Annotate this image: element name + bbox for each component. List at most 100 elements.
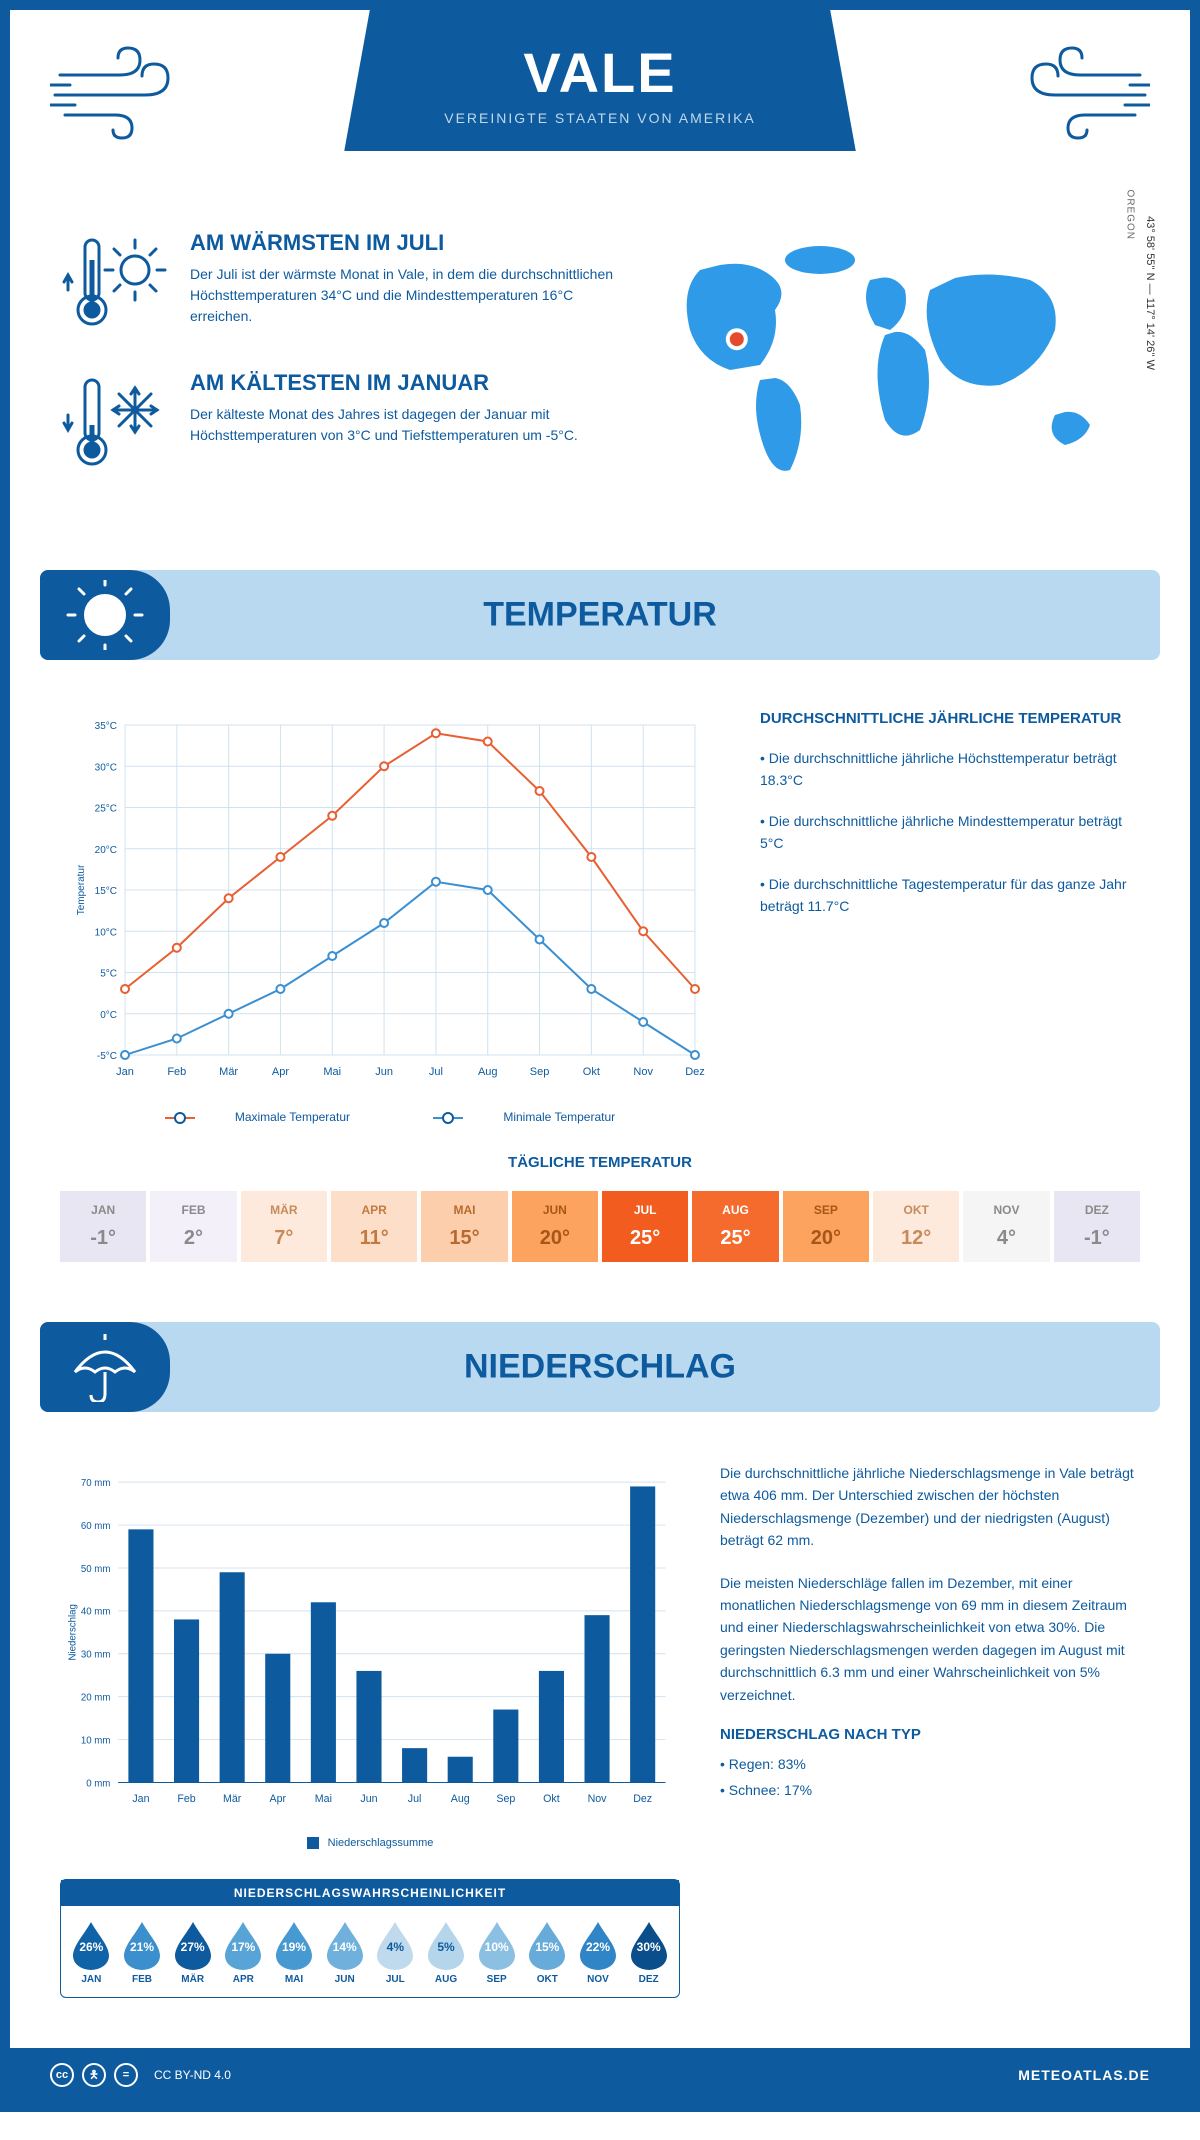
wind-icon-right	[1010, 40, 1150, 140]
precipitation-chart: 0 mm10 mm20 mm30 mm40 mm50 mm60 mm70 mmN…	[60, 1462, 680, 1822]
svg-text:Jul: Jul	[408, 1793, 422, 1805]
svg-text:Feb: Feb	[177, 1793, 195, 1805]
daily-cell: APR11°	[331, 1191, 417, 1262]
svg-text:60 mm: 60 mm	[81, 1521, 111, 1532]
probability-cell: 5%AUG	[422, 1918, 471, 1985]
svg-text:20°C: 20°C	[95, 845, 117, 856]
precip-type-b2: • Schnee: 17%	[720, 1779, 1140, 1801]
svg-text:Feb: Feb	[167, 1066, 186, 1078]
precip-type-b1: • Regen: 83%	[720, 1753, 1140, 1775]
svg-text:Nov: Nov	[588, 1793, 608, 1805]
svg-text:Temperatur: Temperatur	[76, 864, 87, 915]
coords-label: 43° 58' 55'' N — 117° 14' 26'' W	[1144, 216, 1156, 370]
thermometer-cold-icon	[60, 370, 170, 480]
probability-cell: 21%FEB	[118, 1918, 167, 1985]
legend-swatch	[307, 1837, 319, 1849]
svg-text:Nov: Nov	[633, 1066, 653, 1078]
cold-heading: AM KÄLTESTEN IM JANUAR	[190, 370, 630, 396]
precip-legend: Niederschlagssumme	[60, 1837, 680, 1849]
footer: cc 🯅 = CC BY-ND 4.0 METEOATLAS.DE	[10, 2048, 1190, 2102]
svg-text:Sep: Sep	[530, 1066, 550, 1078]
daily-cell: FEB2°	[150, 1191, 236, 1262]
wind-icon-left	[50, 40, 190, 140]
by-icon: 🯅	[82, 2063, 106, 2087]
daily-cell: AUG25°	[692, 1191, 778, 1262]
probability-cell: 17%APR	[219, 1918, 268, 1985]
sun-icon	[60, 580, 150, 650]
svg-text:20 mm: 20 mm	[81, 1693, 111, 1704]
probability-cell: 14%JUN	[320, 1918, 369, 1985]
precipitation-content: 0 mm10 mm20 mm30 mm40 mm50 mm60 mm70 mmN…	[10, 1432, 1190, 2028]
cc-icon: cc	[50, 2063, 74, 2087]
temp-chart-wrap: -5°C0°C5°C10°C15°C20°C25°C30°C35°CJanFeb…	[60, 710, 720, 1124]
region-label: OREGON	[1124, 190, 1135, 240]
svg-text:Jan: Jan	[132, 1793, 149, 1805]
daily-temperature: TÄGLICHE TEMPERATUR JAN-1°FEB2°MÄR7°APR1…	[10, 1154, 1190, 1302]
precip-type-heading: NIEDERSCHLAG NACH TYP	[720, 1726, 1140, 1743]
svg-text:5°C: 5°C	[100, 969, 117, 980]
warm-body: Der Juli ist der wärmste Monat in Vale, …	[190, 264, 630, 327]
svg-text:Jul: Jul	[429, 1066, 443, 1078]
svg-text:Jun: Jun	[360, 1793, 377, 1805]
cold-block: AM KÄLTESTEN IM JANUAR Der kälteste Mona…	[60, 370, 630, 480]
temp-info-b2: • Die durchschnittliche jährliche Mindes…	[760, 810, 1140, 855]
precip-legend-label: Niederschlagssumme	[328, 1837, 434, 1849]
daily-cell: SEP20°	[783, 1191, 869, 1262]
svg-text:Mär: Mär	[223, 1793, 242, 1805]
legend-min-label: Minimale Temperatur	[503, 1110, 615, 1124]
header: VALE VEREINIGTE STAATEN VON AMERIKA	[10, 10, 1190, 210]
daily-title: TÄGLICHE TEMPERATUR	[60, 1154, 1140, 1171]
svg-text:0°C: 0°C	[100, 1010, 117, 1021]
probability-cell: 15%OKT	[523, 1918, 572, 1985]
legend-min: Minimale Temperatur	[413, 1110, 635, 1124]
precip-right: Die durchschnittliche jährliche Niedersc…	[720, 1462, 1140, 1998]
svg-text:Jun: Jun	[375, 1066, 393, 1078]
intro: AM WÄRMSTEN IM JULI Der Juli ist der wär…	[10, 210, 1190, 550]
probability-cell: 4%JUL	[371, 1918, 420, 1985]
footer-left: cc 🯅 = CC BY-ND 4.0	[50, 2063, 231, 2087]
svg-text:40 mm: 40 mm	[81, 1607, 111, 1618]
page-subtitle: VEREINIGTE STAATEN VON AMERIKA	[444, 110, 756, 126]
svg-text:Sep: Sep	[496, 1793, 515, 1805]
svg-text:Jan: Jan	[116, 1066, 134, 1078]
svg-text:10 mm: 10 mm	[81, 1735, 111, 1746]
precip-left: 0 mm10 mm20 mm30 mm40 mm50 mm60 mm70 mmN…	[60, 1462, 680, 1998]
temp-info-b1: • Die durchschnittliche jährliche Höchst…	[760, 747, 1140, 792]
daily-cell: MAI15°	[421, 1191, 507, 1262]
temperature-header: TEMPERATUR	[40, 570, 1160, 660]
svg-text:70 mm: 70 mm	[81, 1478, 111, 1489]
umbrella-icon	[60, 1332, 150, 1402]
probability-box: NIEDERSCHLAGSWAHRSCHEINLICHKEIT 26%JAN21…	[60, 1879, 680, 1998]
svg-text:35°C: 35°C	[95, 721, 117, 732]
daily-cell: JUN20°	[512, 1191, 598, 1262]
temperature-title: TEMPERATUR	[483, 596, 717, 635]
intro-left: AM WÄRMSTEN IM JULI Der Juli ist der wär…	[60, 230, 630, 510]
warm-text: AM WÄRMSTEN IM JULI Der Juli ist der wär…	[190, 230, 630, 340]
footer-site: METEOATLAS.DE	[1018, 2067, 1150, 2083]
daily-cell: JAN-1°	[60, 1191, 146, 1262]
page: VALE VEREINIGTE STAATEN VON AMERIKA	[0, 0, 1200, 2112]
title-banner: VALE VEREINIGTE STAATEN VON AMERIKA	[344, 10, 856, 151]
daily-cell: OKT12°	[873, 1191, 959, 1262]
svg-text:Okt: Okt	[583, 1066, 600, 1078]
svg-text:Aug: Aug	[451, 1793, 470, 1805]
svg-text:Apr: Apr	[272, 1066, 289, 1078]
temperature-chart: -5°C0°C5°C10°C15°C20°C25°C30°C35°CJanFeb…	[60, 710, 720, 1090]
svg-text:Dez: Dez	[633, 1793, 652, 1805]
svg-text:0 mm: 0 mm	[86, 1778, 110, 1789]
probability-cell: 27%MÄR	[168, 1918, 217, 1985]
daily-grid: JAN-1°FEB2°MÄR7°APR11°MAI15°JUN20°JUL25°…	[60, 1191, 1140, 1262]
license-label: CC BY-ND 4.0	[154, 2068, 231, 2082]
temperature-legend: Maximale Temperatur Minimale Temperatur	[60, 1110, 720, 1124]
warm-heading: AM WÄRMSTEN IM JULI	[190, 230, 630, 256]
legend-max-label: Maximale Temperatur	[235, 1110, 350, 1124]
probability-cell: 10%SEP	[472, 1918, 521, 1985]
cold-text: AM KÄLTESTEN IM JANUAR Der kälteste Mona…	[190, 370, 630, 480]
world-map	[660, 230, 1140, 490]
nd-icon: =	[114, 2063, 138, 2087]
cold-body: Der kälteste Monat des Jahres ist dagege…	[190, 404, 630, 446]
probability-cell: 22%NOV	[574, 1918, 623, 1985]
daily-cell: DEZ-1°	[1054, 1191, 1140, 1262]
daily-cell: NOV4°	[963, 1191, 1049, 1262]
warm-block: AM WÄRMSTEN IM JULI Der Juli ist der wär…	[60, 230, 630, 340]
